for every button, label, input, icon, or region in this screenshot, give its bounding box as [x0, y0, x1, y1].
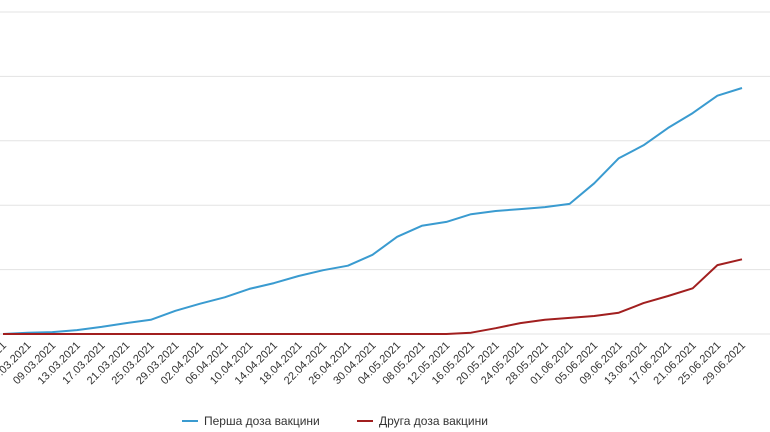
legend-label: Перша доза вакцини	[204, 414, 320, 428]
legend-label: Друга доза вакцини	[379, 414, 488, 428]
series-line	[2, 87, 743, 335]
series-line	[3, 258, 743, 335]
